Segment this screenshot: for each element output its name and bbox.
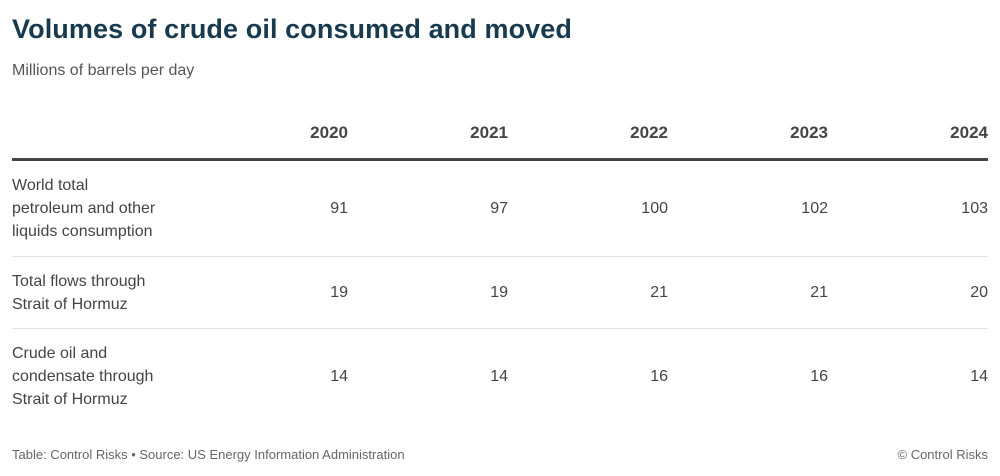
table-row: Total flows through Strait of Hormuz 19 … bbox=[12, 256, 988, 329]
table-cell: 14 bbox=[970, 368, 988, 385]
table-cell: 14 bbox=[330, 368, 348, 385]
table-cell: 19 bbox=[348, 256, 508, 329]
column-header: 2023 bbox=[668, 108, 828, 161]
table-cell: 19 bbox=[188, 256, 348, 329]
table-cell: 91 bbox=[188, 159, 348, 257]
row-label: Total flows through Strait of Hormuz bbox=[12, 256, 188, 329]
row-label: World total petroleum and other liquids … bbox=[12, 159, 188, 257]
chart-title: Volumes of crude oil consumed and moved bbox=[12, 14, 572, 44]
column-header: 2020 bbox=[188, 108, 348, 161]
row-label-line: Strait of Hormuz bbox=[12, 295, 128, 313]
table-cell: 20 bbox=[828, 256, 988, 329]
table-cell: 103 bbox=[828, 159, 988, 257]
column-header: 2021 bbox=[348, 108, 508, 161]
row-label: Crude oil and condensate through Strait … bbox=[12, 329, 188, 425]
table-cell: 102 bbox=[668, 159, 828, 257]
row-label-line: World total bbox=[12, 177, 89, 194]
table-cell: 100 bbox=[508, 159, 668, 257]
column-header: 2022 bbox=[508, 108, 668, 161]
data-table: 2020 2021 2022 2023 2024 World total pet… bbox=[12, 108, 988, 424]
table-row: World total petroleum and other liquids … bbox=[12, 159, 988, 257]
table-cell: 97 bbox=[348, 159, 508, 257]
row-label-line: petroleum and other bbox=[12, 200, 156, 217]
table-cell: 21 bbox=[668, 256, 828, 329]
table-cell: 14 bbox=[490, 368, 508, 385]
row-label-line: liquids consumption bbox=[12, 223, 153, 240]
chart-subtitle: Millions of barrels per day bbox=[12, 62, 195, 79]
source-note: Table: Control Risks • Source: US Energy… bbox=[12, 447, 405, 462]
row-label-line: Crude oil and bbox=[12, 345, 108, 362]
row-label-line: Strait of Hormuz bbox=[12, 391, 128, 408]
table-cell: 21 bbox=[508, 256, 668, 329]
copyright-note: © Control Risks bbox=[897, 447, 989, 462]
column-header: 2024 bbox=[828, 108, 988, 161]
row-label-line: Total flows through bbox=[12, 272, 146, 290]
table-row: Crude oil and condensate through Strait … bbox=[12, 329, 988, 425]
header-corner bbox=[12, 108, 188, 161]
header-row: 2020 2021 2022 2023 2024 bbox=[12, 108, 988, 161]
table-cell: 16 bbox=[810, 368, 828, 385]
row-label-line: condensate through bbox=[12, 368, 154, 385]
table-cell: 16 bbox=[650, 368, 668, 385]
